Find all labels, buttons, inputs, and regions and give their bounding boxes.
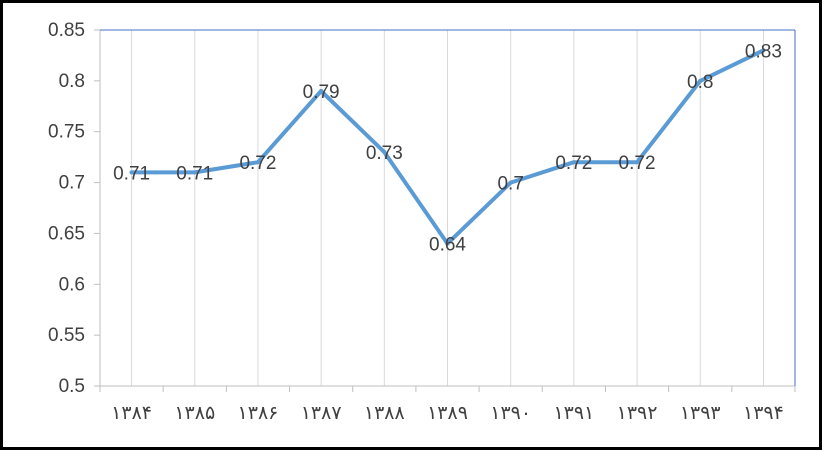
data-label: 0.72 — [619, 153, 656, 174]
data-label: 0.71 — [176, 163, 213, 184]
y-tick-label: 0.55 — [48, 325, 85, 346]
x-tick-label: ۱۳۸۹ — [427, 402, 468, 424]
y-tick-label: 0.85 — [48, 20, 85, 41]
y-tick-label: 0.75 — [48, 122, 85, 143]
x-tick-label: ۱۳۸۵ — [174, 402, 215, 424]
x-axis-ticks: ۱۳۸۴ ۱۳۸۵ ۱۳۸۶ ۱۳۸۷ ۱۳۸۸ ۱۳۸۹ ۱۳۹۰ ۱۳۹۱ ۱۳۹۲ ۱۳۹۳… — [99, 386, 796, 424]
data-label: 0.7 — [497, 174, 523, 195]
data-label: 0.73 — [366, 143, 403, 164]
data-point — [382, 150, 387, 155]
y-tick-label: 0.7 — [59, 173, 85, 194]
x-tick-label: ۱۳۹۱ — [553, 402, 594, 424]
y-tick-label: 0.6 — [59, 274, 85, 295]
x-tick-label: ۱۳۸۸ — [364, 402, 405, 424]
y-tick-label: 0.5 — [59, 376, 85, 397]
data-labels: 0.71 0.71 0.72 0.79 0.73 0.64 0.7 0.72 0.72 0.8 0.… — [113, 41, 782, 255]
x-tick-label: ۱۳۹۲ — [617, 402, 658, 424]
y-tick-label: 0.65 — [48, 223, 85, 244]
x-tick-label: ۱۳۹۴ — [743, 402, 784, 424]
data-label: 0.79 — [303, 82, 340, 103]
x-tick-label: ۱۳۸۷ — [301, 402, 342, 424]
data-point — [698, 78, 703, 83]
data-point — [192, 170, 197, 175]
data-point — [255, 160, 260, 165]
data-label: 0.72 — [555, 153, 592, 174]
grid-lines — [131, 30, 764, 386]
data-label: 0.72 — [239, 153, 276, 174]
data-point — [129, 170, 134, 175]
data-point — [508, 180, 513, 185]
axes — [99, 29, 796, 387]
data-point — [761, 48, 766, 53]
data-label: 0.8 — [687, 72, 713, 93]
data-point — [571, 160, 576, 165]
data-point — [445, 241, 450, 246]
data-point — [635, 160, 640, 165]
x-tick-label: ۱۳۸۶ — [238, 402, 279, 424]
y-axis-ticks: 0.5 0.55 0.6 0.65 0.7 0.75 0.8 0.85 — [48, 20, 100, 397]
line-chart: 0.50.550.60.650.70.750.80.85 ۱۳۸۴ ۱۳۸۵ ۱۳۸… — [48, 20, 796, 424]
data-label: 0.64 — [429, 235, 466, 256]
x-tick-label: ۱۳۹۳ — [680, 402, 721, 424]
x-tick-label: ۱۳۸۴ — [111, 402, 152, 424]
x-tick-label: ۱۳۹۰ — [490, 402, 531, 424]
data-label: 0.71 — [113, 163, 150, 184]
data-label: 0.83 — [745, 41, 782, 62]
series — [129, 48, 766, 246]
y-tick-label: 0.8 — [59, 71, 85, 92]
data-point — [319, 89, 324, 94]
